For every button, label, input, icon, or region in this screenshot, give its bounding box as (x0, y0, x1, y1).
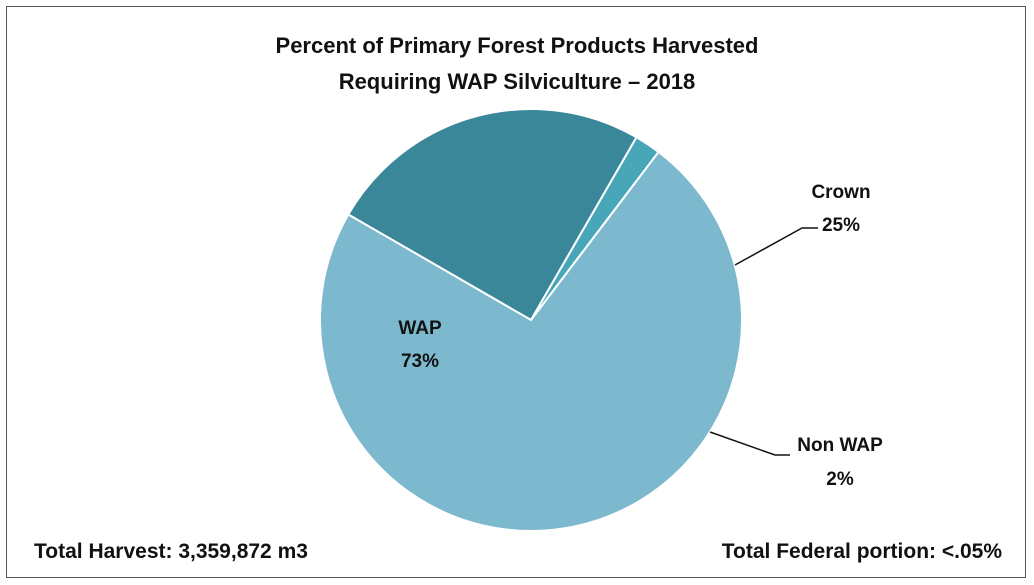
pie-slice-wap (319, 150, 743, 532)
slice-label-non-wap: Non WAP (797, 435, 883, 456)
chart-title-line-2: Requiring WAP Silviculture – 2018 (338, 69, 696, 94)
total-harvest-note: Total Harvest: 3,359,872 m3 (34, 540, 308, 563)
pie-slices (319, 108, 743, 532)
slice-label-crown: Crown (811, 182, 870, 203)
pie-slice-crown (346, 108, 638, 322)
chart-title-line-1: Percent of Primary Forest Products Harve… (275, 33, 759, 58)
leader-line-crown (734, 227, 818, 266)
slice-label-wap: WAP (398, 318, 442, 339)
leader-line-non-wap (709, 431, 790, 456)
slice-value-crown: 25% (822, 215, 860, 236)
slice-value-wap: 73% (401, 351, 439, 372)
federal-portion-note: Total Federal portion: <.05% (721, 540, 1002, 563)
slice-value-non-wap: 2% (826, 469, 854, 490)
